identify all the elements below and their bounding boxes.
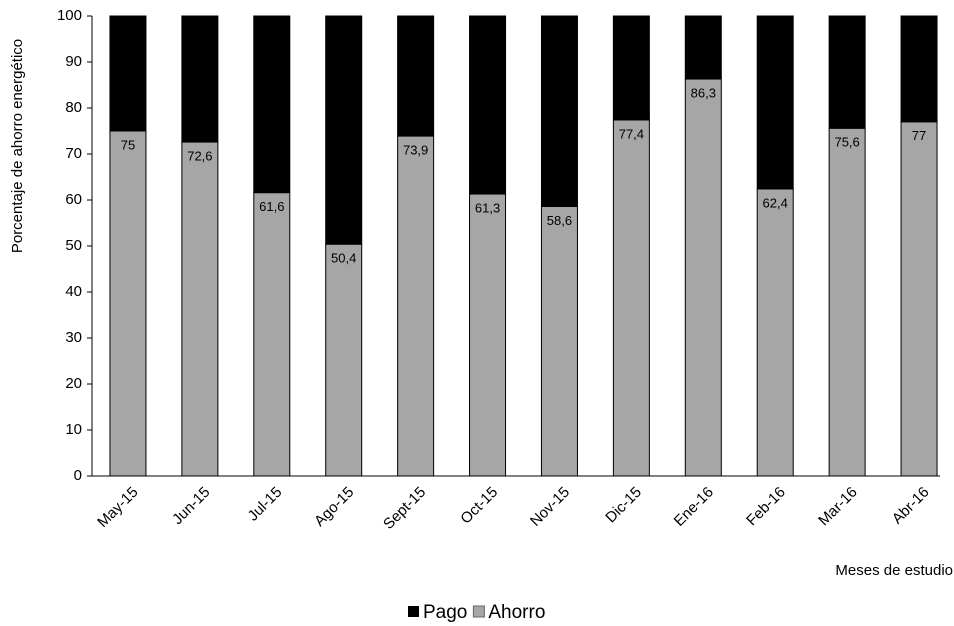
x-tick-label: Jul-15	[245, 484, 286, 525]
x-tick-label: Feb-16	[743, 484, 789, 530]
y-tick-label: 50	[65, 237, 82, 254]
y-tick-label: 20	[65, 375, 82, 392]
y-tick-label: 0	[74, 467, 82, 484]
legend-swatch	[472, 605, 485, 618]
x-tick-label: May-15	[94, 484, 141, 531]
x-tick-label: Abr-16	[889, 484, 933, 528]
y-tick-label: 90	[65, 53, 82, 70]
bar-segment	[612, 15, 650, 121]
value-label: 75	[121, 137, 135, 152]
bar-segment	[828, 127, 866, 477]
bar-segment	[181, 15, 219, 143]
value-label: 73,9	[403, 142, 428, 157]
value-label: 72,6	[187, 148, 212, 163]
bar-segment	[469, 15, 507, 195]
bar-segment	[540, 205, 578, 477]
x-axis-title: Meses de estudio	[835, 562, 953, 579]
y-tick-label: 30	[65, 329, 82, 346]
legend-swatch	[408, 606, 419, 617]
value-label: 50,4	[331, 251, 356, 266]
bar-segment	[828, 15, 866, 129]
x-tick-label: Ago-15	[311, 484, 357, 530]
legend-label: Ahorro	[488, 602, 545, 623]
value-label: 61,3	[475, 200, 500, 215]
bar-segment	[325, 15, 363, 245]
value-label: 86,3	[691, 85, 716, 100]
value-label: 62,4	[763, 195, 788, 210]
bar-segment	[684, 78, 722, 477]
x-tick-label: Dic-15	[602, 484, 645, 527]
y-axis-title: Porcentaje de ahorro energético	[9, 39, 26, 253]
y-tick-label: 40	[65, 283, 82, 300]
x-tick-label: Jun-15	[169, 484, 213, 528]
legend-label: Pago	[423, 602, 467, 623]
x-tick-label: Sept-15	[380, 484, 429, 533]
y-tick-label: 10	[65, 421, 82, 438]
bar-segment	[325, 243, 363, 477]
y-tick-label: 60	[65, 191, 82, 208]
value-label: 77,4	[619, 126, 644, 141]
value-label: 61,6	[259, 199, 284, 214]
value-label: 75,6	[834, 135, 859, 150]
bar-segment	[900, 121, 938, 477]
bar-segment	[540, 15, 578, 207]
bar-segment	[253, 15, 291, 194]
bar-segment	[397, 135, 435, 477]
bar-segment	[756, 15, 794, 190]
x-tick-label: Ene-16	[671, 484, 717, 530]
bar-segment	[900, 15, 938, 123]
y-tick-label: 70	[65, 145, 82, 162]
x-tick-label: Oct-15	[457, 484, 501, 528]
value-label: 58,6	[547, 213, 572, 228]
bar-segment	[756, 188, 794, 477]
value-label: 77	[912, 128, 926, 143]
bar-segment	[397, 15, 435, 137]
bar-segment	[181, 141, 219, 477]
x-tick-label: Nov-15	[527, 484, 573, 530]
bar-segment	[253, 192, 291, 477]
x-tick-label: Mar-16	[815, 484, 861, 530]
bar-segment	[469, 193, 507, 477]
bar-segment	[612, 119, 650, 477]
y-tick-label: 80	[65, 99, 82, 116]
bar-segment	[109, 15, 147, 132]
y-tick-label: 100	[57, 7, 82, 24]
bar-segment	[109, 130, 147, 477]
bar-segment	[684, 15, 722, 80]
